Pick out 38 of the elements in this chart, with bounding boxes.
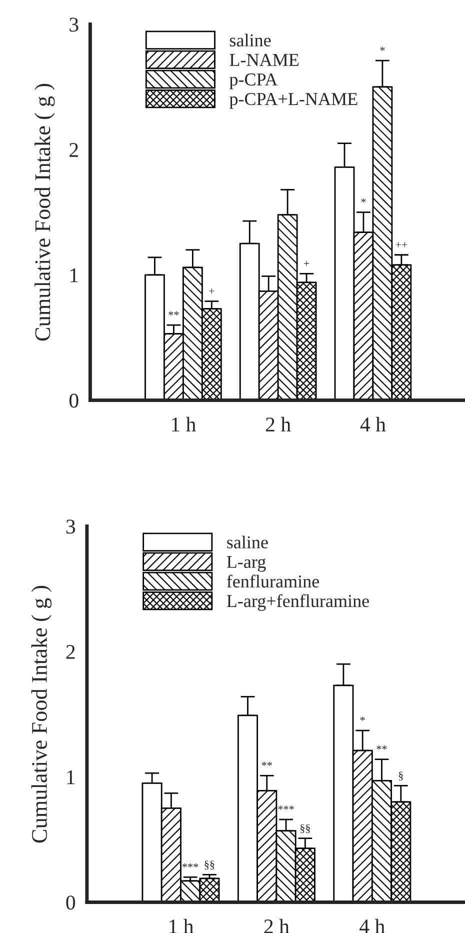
legend-label: L-NAME [230, 54, 299, 66]
annotation: * [380, 46, 385, 51]
annotation: ** [262, 762, 272, 766]
x-tick-label: 1 h [170, 918, 194, 933]
y-tick-label: 1 [70, 268, 78, 282]
annotation: * [361, 198, 366, 203]
annotation: * [360, 716, 365, 721]
y-tick-label: 2 [66, 644, 75, 659]
y-tick-label: 1 [67, 770, 75, 784]
annotation: ** [376, 746, 387, 750]
annotation: + [304, 260, 310, 266]
legend-label: p-CPA [230, 73, 278, 90]
y-axis-title: Cumulative Food Intake ( g ) [34, 84, 55, 341]
annotation: ++ [396, 242, 408, 248]
legend-label: p-CPA+L-NAME [230, 92, 358, 109]
legend-label: saline [230, 34, 271, 46]
y-tick-label: 0 [69, 394, 78, 408]
y-axis-title: Cumulative Food Intake ( g ) [31, 586, 52, 843]
y-tick-label: 3 [70, 18, 78, 32]
x-tick-label: 4 h [360, 918, 385, 933]
annotation: + [209, 288, 214, 294]
legend-label: L-arg+fenfluramine [226, 594, 369, 611]
y-tick-label: 3 [66, 520, 76, 534]
legend-label: fenfluramine [226, 574, 319, 588]
annotation: § [398, 772, 403, 781]
y-tick-label: 0 [66, 896, 76, 910]
legend-label: saline [227, 536, 268, 548]
x-tick-label: 1 h [172, 416, 196, 432]
annotation: *** [182, 863, 198, 868]
legend-label: L-arg [226, 556, 266, 572]
x-tick-label: 4 h [360, 416, 386, 432]
annotation: §§ [204, 860, 214, 870]
x-tick-label: 2 h [264, 918, 290, 933]
y-tick-label: 2 [70, 143, 78, 157]
annotation: *** [278, 806, 294, 810]
annotation: ** [168, 311, 179, 316]
x-tick-label: 2 h [266, 416, 291, 432]
annotation: §§ [300, 824, 310, 834]
